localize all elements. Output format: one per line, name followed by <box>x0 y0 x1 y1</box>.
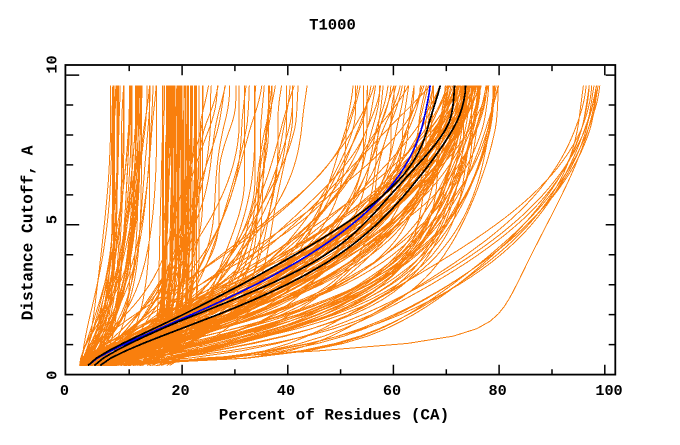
svg-text:100: 100 <box>595 382 622 400</box>
svg-text:80: 80 <box>488 382 506 400</box>
svg-text:5: 5 <box>43 215 61 224</box>
svg-text:0: 0 <box>60 382 69 400</box>
svg-text:0: 0 <box>43 371 61 380</box>
svg-text:Percent of Residues (CA): Percent of Residues (CA) <box>219 407 449 425</box>
svg-text:40: 40 <box>277 382 295 400</box>
svg-text:Distance Cutoff, A: Distance Cutoff, A <box>20 145 38 320</box>
svg-text:T1000: T1000 <box>309 17 356 35</box>
svg-text:20: 20 <box>171 382 189 400</box>
svg-text:60: 60 <box>383 382 401 400</box>
svg-text:10: 10 <box>43 55 61 73</box>
